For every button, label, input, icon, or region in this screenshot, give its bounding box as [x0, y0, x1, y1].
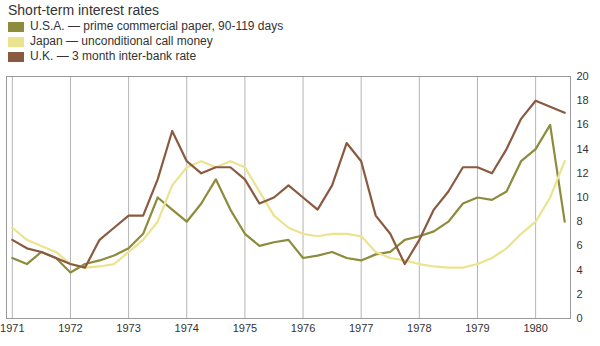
svg-text:1976: 1976: [291, 322, 315, 334]
html-text:U.S.A. — prime commercial pape: U.S.A. — prime commercial paper, 90-119 …: [30, 19, 284, 33]
svg-text:1979: 1979: [465, 322, 489, 334]
svg-text:18: 18: [577, 94, 589, 106]
svg-text:1975: 1975: [233, 322, 257, 334]
svg-text:1974: 1974: [175, 322, 199, 334]
svg-text:1972: 1972: [58, 322, 82, 334]
svg-text:4: 4: [577, 264, 583, 276]
html-text:U.K. — 3 month inter-bank rate: U.K. — 3 month inter-bank rate: [30, 49, 197, 63]
svg-text:1971: 1971: [0, 322, 24, 334]
svg-text:1973: 1973: [116, 322, 140, 334]
svg-text:20: 20: [577, 70, 589, 82]
svg-text:8: 8: [577, 215, 583, 227]
svg-text:1980: 1980: [523, 322, 547, 334]
svg-text:0: 0: [577, 312, 583, 324]
svg-text:16: 16: [577, 118, 589, 130]
html-text:Japan — unconditional call mon: Japan — unconditional call money: [30, 34, 213, 48]
svg-text:10: 10: [577, 191, 589, 203]
svg-text:1977: 1977: [349, 322, 373, 334]
svg-text:6: 6: [577, 239, 583, 251]
svg-text:2: 2: [577, 288, 583, 300]
html-text:Short-term interest rates: Short-term interest rates: [8, 2, 159, 18]
svg-text:14: 14: [577, 143, 589, 155]
svg-text:12: 12: [577, 167, 589, 179]
svg-text:1978: 1978: [407, 322, 431, 334]
